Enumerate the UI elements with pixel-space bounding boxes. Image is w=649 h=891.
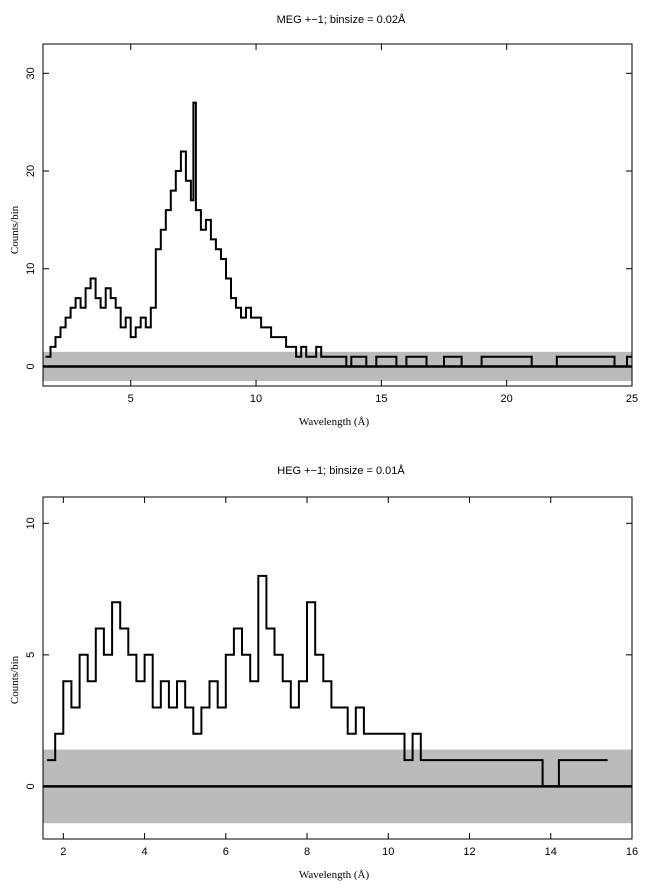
meg-panel: MEG +−1; binsize = 0.02Å 5 10 15 20 25 0 10 20 3… [9, 13, 638, 428]
heg-y-axis-label: Counts/bin [9, 655, 21, 704]
heg-plot-frame [42, 496, 633, 840]
heg-x-tick-label: 6 [223, 846, 229, 858]
meg-y-tick-label: 20 [25, 165, 37, 177]
heg-x-axis-label: Wavelength (Å) [299, 869, 370, 881]
meg-plot-frame [42, 43, 633, 387]
heg-x-tick-label: 4 [141, 846, 147, 858]
heg-y-tick-label: 5 [25, 652, 37, 658]
meg-x-axis-label: Wavelength (Å) [299, 416, 370, 428]
meg-x-tick-label: 10 [250, 393, 262, 405]
heg-axes: 2 4 6 8 10 12 14 16 0 5 10 [25, 497, 638, 858]
meg-x-tick-label: 5 [128, 393, 134, 405]
heg-x-tick-label: 14 [545, 846, 557, 858]
heg-x-tick-label: 2 [60, 846, 66, 858]
heg-counts-series [47, 574, 608, 788]
meg-x-tick-label: 25 [626, 393, 638, 405]
meg-y-axis-label: Counts/bin [9, 205, 21, 254]
meg-y-tick-label: 0 [25, 363, 37, 369]
meg-counts-series [45, 101, 632, 368]
heg-panel: HEG +−1; binsize = 0.01Å 2 4 6 8 10 12 14 16 0 5 1… [9, 464, 638, 881]
meg-x-tick-label: 20 [501, 393, 513, 405]
meg-plot-area [43, 101, 632, 382]
heg-x-tick-label: 10 [382, 846, 394, 858]
meg-y-tick-label: 10 [25, 263, 37, 275]
meg-x-tick-label: 15 [375, 393, 387, 405]
meg-panel-title: MEG +−1; binsize = 0.02Å [277, 13, 406, 26]
heg-panel-title: HEG +−1; binsize = 0.01Å [277, 464, 405, 477]
heg-y-tick-label: 10 [25, 517, 37, 529]
heg-y-tick-label: 0 [25, 783, 37, 789]
meg-axes: 5 10 15 20 25 0 10 20 30 [25, 44, 638, 405]
meg-y-tick-label: 30 [25, 67, 37, 79]
heg-x-tick-label: 8 [304, 846, 310, 858]
heg-x-tick-label: 16 [626, 846, 638, 858]
heg-plot-area [43, 574, 632, 824]
heg-x-tick-label: 12 [463, 846, 475, 858]
